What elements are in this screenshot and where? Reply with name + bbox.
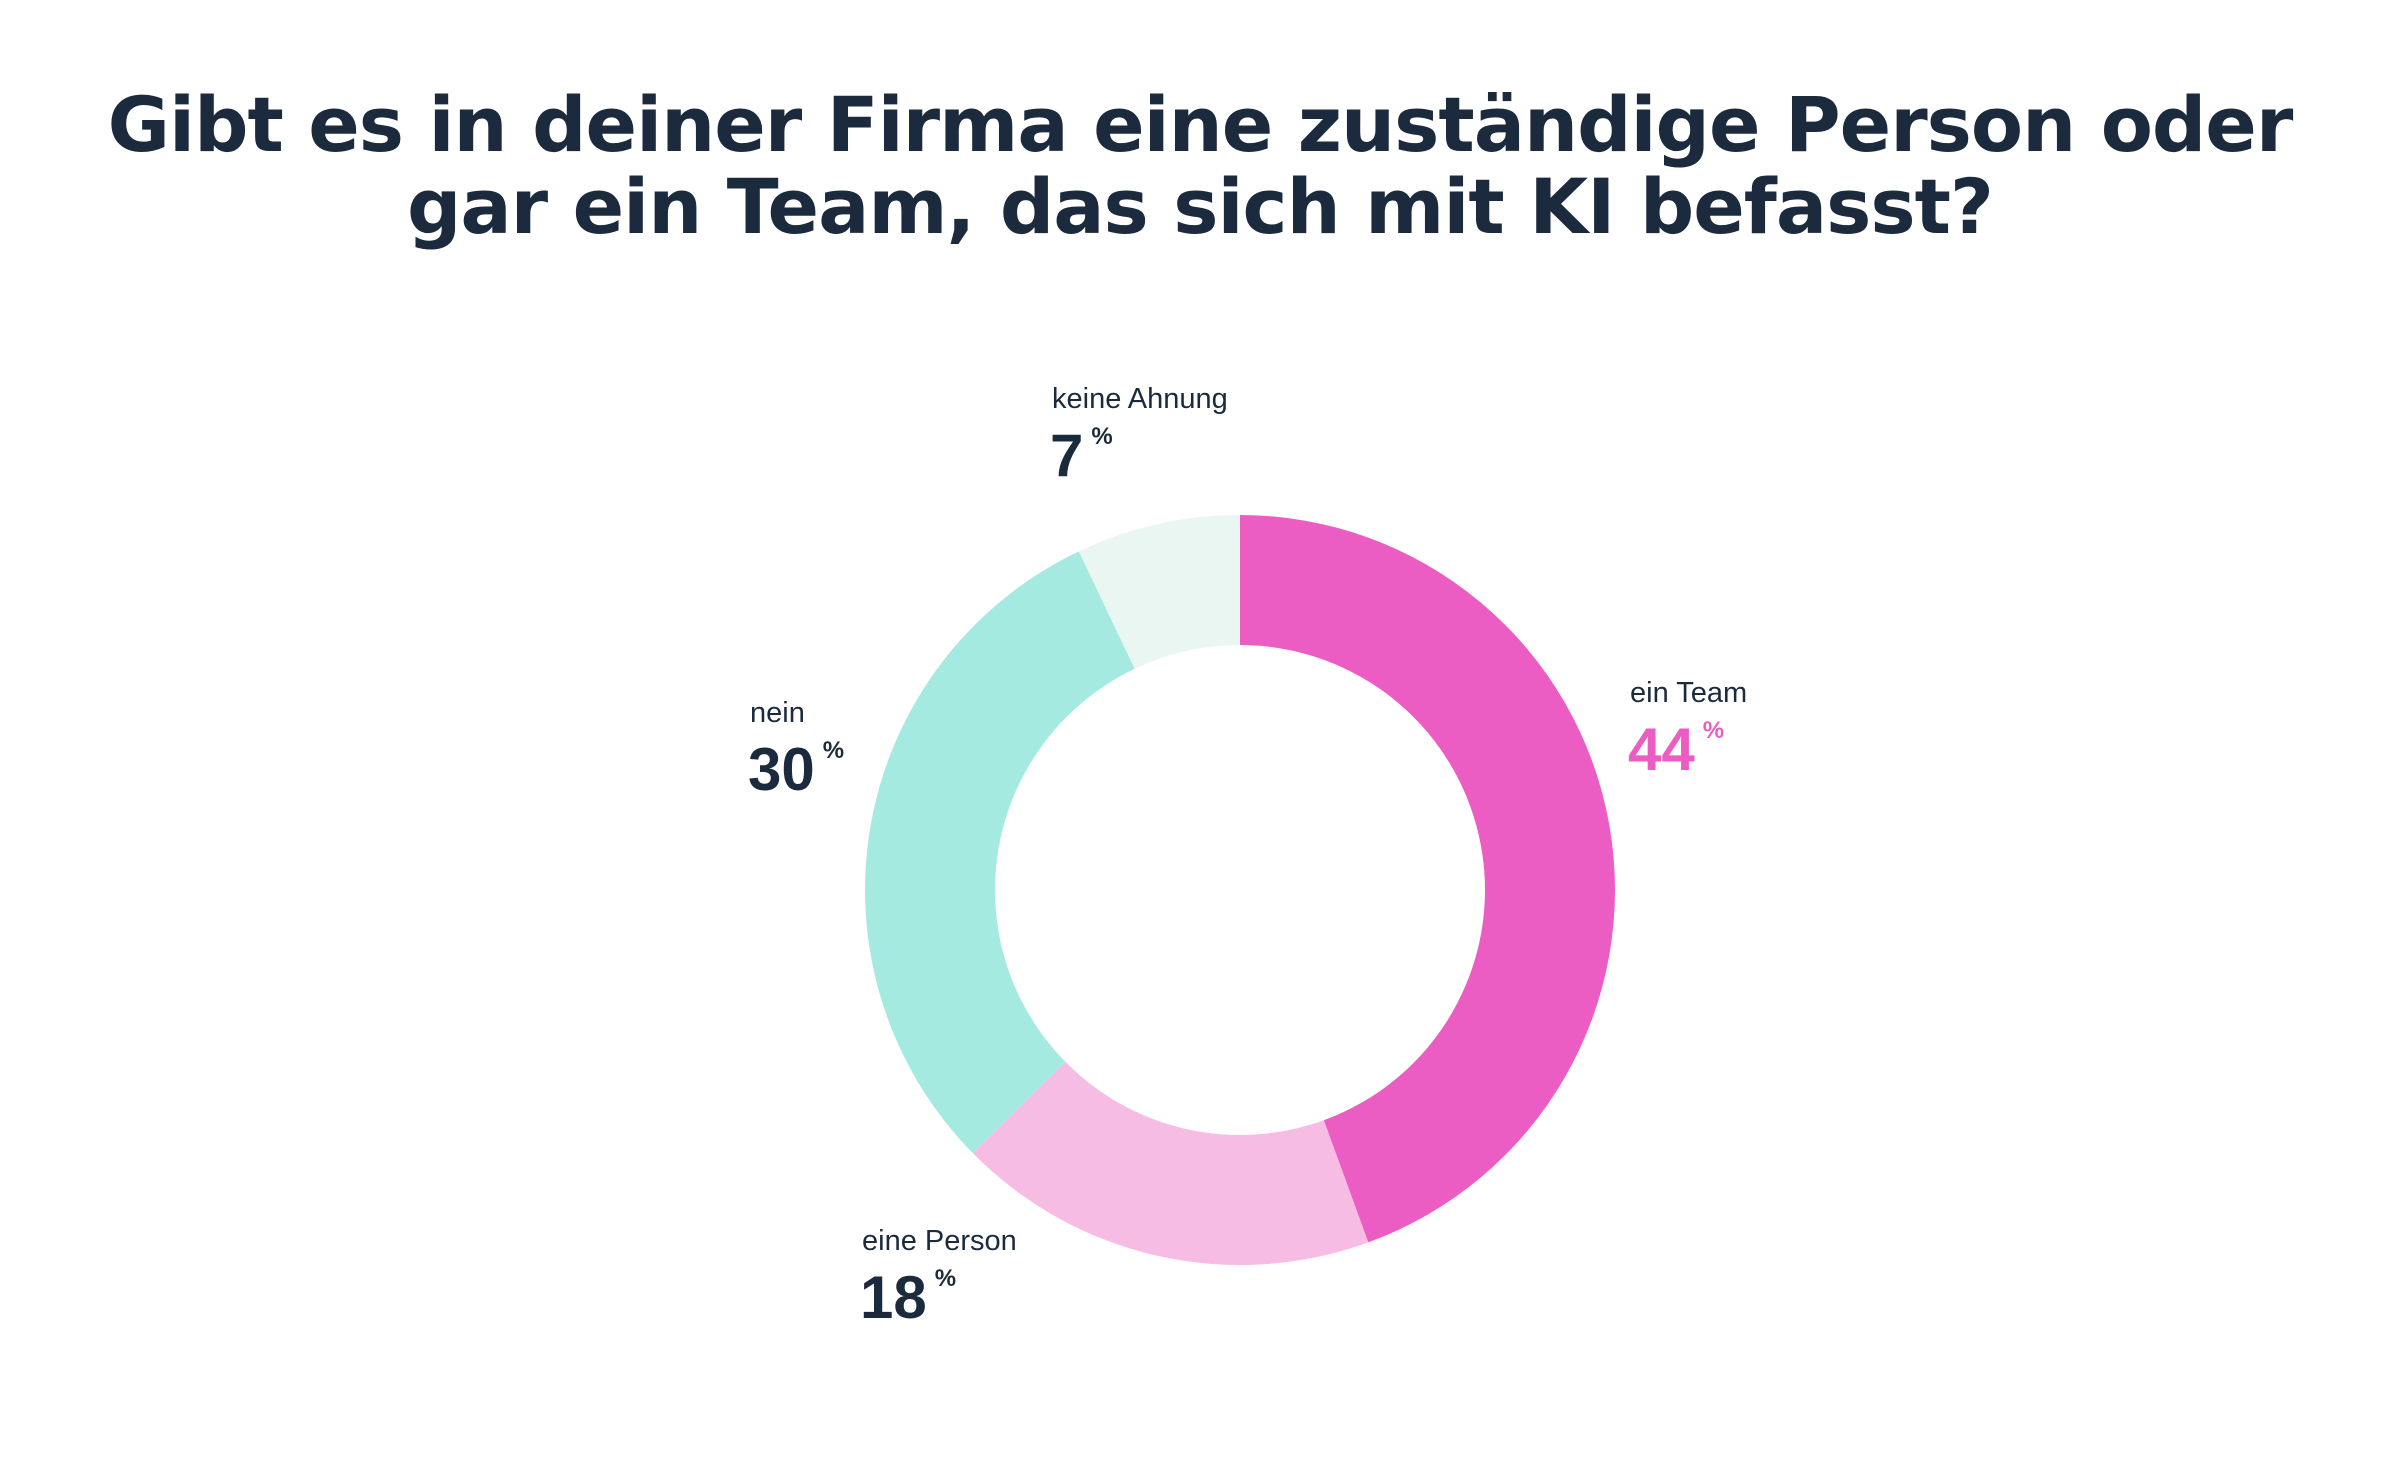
slice-label-group-nein: nein 30% — [748, 697, 844, 803]
slice-label-nein: nein — [750, 697, 805, 729]
slice-unit-keine-ahnung: % — [1091, 423, 1112, 450]
chart-title-line-1: Gibt es in deiner Firma eine zuständige … — [107, 80, 2294, 169]
slice-value-ein-team: 44 — [1628, 716, 1695, 783]
slice-unit-ein-team: % — [1703, 717, 1724, 744]
slice-value-eine-person: 18 — [860, 1264, 927, 1331]
slice-label-eine-person: eine Person — [862, 1225, 1017, 1257]
donut-slice-keine-ahnung — [1078, 515, 1240, 669]
chart-title: Gibt es in deiner Firma eine zuständige … — [0, 84, 2400, 248]
slice-label-group-eine-person: eine Person 18% — [860, 1225, 1017, 1331]
slice-value-nein: 30 — [748, 736, 815, 803]
slice-label-ein-team: ein Team — [1630, 677, 1747, 709]
donut-slice-eine-person — [972, 1061, 1369, 1266]
chart-title-line-2: gar ein Team, das sich mit KI befasst? — [406, 162, 1994, 251]
donut-slices — [865, 515, 1616, 1266]
donut-slice-nein — [865, 551, 1135, 1154]
slice-label-group-ein-team: ein Team 44% — [1628, 677, 1747, 783]
slice-label-keine-ahnung: keine Ahnung — [1052, 383, 1228, 415]
slice-value-keine-ahnung: 7 — [1050, 422, 1083, 489]
donut-slice-ein-team — [1240, 515, 1616, 1243]
slice-unit-nein: % — [823, 737, 844, 764]
slice-label-group-keine-ahnung: keine Ahnung 7% — [1050, 383, 1228, 489]
slice-unit-eine-person: % — [935, 1265, 956, 1292]
